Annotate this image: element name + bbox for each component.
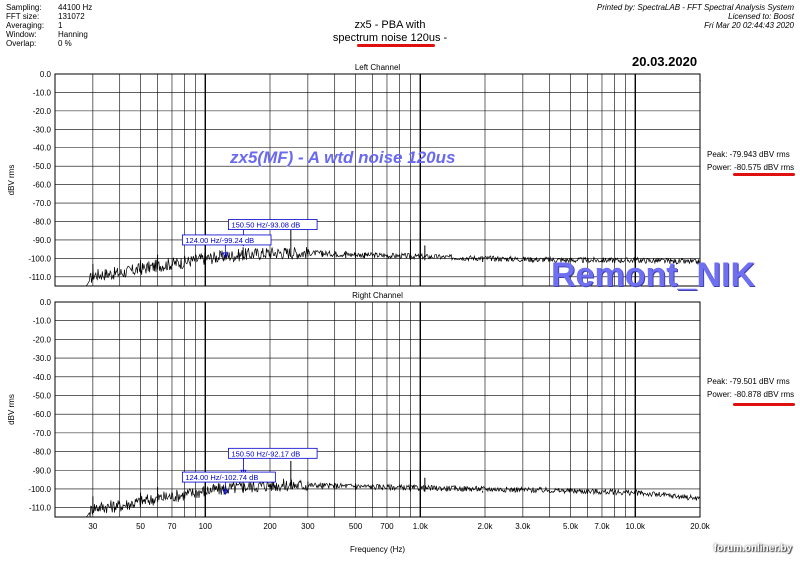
y-tick-label: -90.0 bbox=[33, 466, 52, 475]
overlay-caption: zx5(MF) - A wtd noise 120us bbox=[230, 148, 456, 167]
info-value: 131072 bbox=[58, 12, 85, 21]
y-tick-label: -20.0 bbox=[33, 335, 52, 344]
info-label: FFT size: bbox=[6, 12, 40, 21]
marker-box bbox=[228, 447, 318, 459]
info-label: Sampling: bbox=[6, 3, 42, 12]
left-power-underline bbox=[733, 173, 795, 176]
y-tick-label: -50.0 bbox=[33, 162, 52, 171]
info-value: Hanning bbox=[58, 30, 88, 39]
printed-line: Licensed to: Boost bbox=[728, 12, 794, 21]
noise-trace bbox=[55, 478, 701, 518]
x-tick-label: 7.0k bbox=[594, 522, 610, 531]
marker-label: 124.00 Hz/-99.24 dB bbox=[185, 236, 254, 245]
plot-frame bbox=[54, 301, 701, 518]
marker-box bbox=[228, 219, 318, 230]
y-tick-label: -50.0 bbox=[33, 391, 52, 400]
x-axis-label: Frequency (Hz) bbox=[350, 545, 405, 554]
y-tick-label: 0.0 bbox=[40, 298, 52, 307]
page-title: zx5 - PBA with spectrum noise 120us - bbox=[300, 19, 480, 45]
printed-line: Printed by: SpectraLAB - FFT Spectral An… bbox=[596, 3, 794, 12]
y-tick-label: 0.0 bbox=[40, 70, 52, 79]
y-tick-label: -40.0 bbox=[33, 373, 52, 382]
x-tick-label: 700 bbox=[380, 522, 394, 531]
y-tick-label: -20.0 bbox=[33, 107, 52, 116]
y-tick-label: -70.0 bbox=[33, 199, 52, 208]
marker-box bbox=[181, 234, 272, 246]
x-tick-label: 30 bbox=[88, 522, 97, 531]
x-tick-label: 1.0k bbox=[413, 522, 429, 531]
x-tick-label: 5.0k bbox=[563, 522, 579, 531]
right-stats: Peak: -79.501 dBV rms Power: -80.878 dBV… bbox=[707, 375, 794, 401]
x-tick-label: 50 bbox=[136, 522, 145, 531]
date-label: 20.03.2020 bbox=[632, 54, 698, 69]
x-tick-label: 500 bbox=[349, 522, 363, 531]
y-tick-label: -100.0 bbox=[28, 485, 51, 494]
marker-label: 124.00 Hz/-102.74 dB bbox=[185, 473, 258, 482]
x-tick-label: 100 bbox=[199, 522, 213, 531]
right-power: Power: -80.878 dBV rms bbox=[707, 390, 795, 399]
settings-info: Sampling: 44100 Hz FFT size: 131072 Aver… bbox=[0, 3, 120, 53]
y-tick-label: -40.0 bbox=[33, 144, 52, 153]
y-tick-label: -100.0 bbox=[28, 254, 51, 263]
y-tick-label: -80.0 bbox=[33, 448, 52, 457]
title-line-2: spectrum noise 120us - bbox=[332, 32, 448, 44]
y-tick-label: -30.0 bbox=[33, 125, 52, 134]
marker-box bbox=[181, 471, 276, 483]
marker-label: 150.50 Hz/-93.08 dB bbox=[231, 221, 300, 230]
printed-by: Printed by: SpectraLAB - FFT Spectral An… bbox=[597, 3, 794, 30]
left-power: Power: -80.575 dBV rms bbox=[707, 163, 795, 172]
left-stats: Peak: -79.943 dBV rms Power: -80.575 dBV… bbox=[707, 148, 794, 174]
info-label: Averaging: bbox=[6, 21, 45, 30]
x-tick-label: 3.0k bbox=[515, 522, 531, 531]
info-value: 0 % bbox=[58, 39, 72, 48]
y-tick-label: -60.0 bbox=[33, 181, 52, 190]
y-tick-label: -110.0 bbox=[29, 504, 52, 513]
chart-title: Right Channel bbox=[352, 291, 403, 300]
y-tick-label: -10.0 bbox=[33, 88, 52, 97]
x-tick-label: 10.0k bbox=[625, 522, 646, 531]
y-axis-label: dBV rms bbox=[7, 394, 16, 425]
right-power-underline bbox=[733, 403, 795, 406]
y-tick-label: -30.0 bbox=[33, 354, 52, 363]
chart-title: Left Channel bbox=[355, 63, 401, 72]
marker-arrow bbox=[222, 252, 229, 258]
watermark: Remont_NIK bbox=[551, 256, 756, 294]
y-axis-label: dBV rms bbox=[7, 165, 16, 196]
marker-arrow bbox=[222, 489, 229, 495]
y-tick-label: -60.0 bbox=[33, 410, 52, 419]
printed-line: Fri Mar 20 02:44:43 2020 bbox=[704, 21, 794, 30]
x-tick-label: 300 bbox=[301, 522, 315, 531]
noise-trace bbox=[55, 246, 701, 287]
right-peak: Peak: -79.501 dBV rms bbox=[707, 377, 790, 386]
y-tick-label: -90.0 bbox=[33, 236, 52, 245]
title-underline bbox=[357, 44, 435, 47]
x-tick-label: 2.0k bbox=[477, 522, 493, 531]
x-tick-label: 200 bbox=[263, 522, 277, 531]
title-line-1: zx5 - PBA with bbox=[354, 19, 426, 31]
x-tick-label: 20.0k bbox=[690, 522, 711, 531]
marker-label: 150.50 Hz/-92.17 dB bbox=[231, 449, 300, 458]
y-tick-label: -80.0 bbox=[33, 217, 52, 226]
x-tick-label: 70 bbox=[168, 522, 177, 531]
forum-label: forum.onliner.by bbox=[713, 543, 792, 554]
info-value: 1 bbox=[58, 21, 63, 30]
y-tick-label: -10.0 bbox=[33, 317, 52, 326]
plot-frame bbox=[54, 73, 701, 287]
y-tick-label: -70.0 bbox=[33, 429, 52, 438]
y-tick-label: -110.0 bbox=[29, 273, 52, 282]
left-peak: Peak: -79.943 dBV rms bbox=[707, 150, 790, 159]
info-label: Window: bbox=[6, 30, 37, 39]
info-label: Overlap: bbox=[6, 39, 37, 48]
info-value: 44100 Hz bbox=[58, 3, 93, 12]
